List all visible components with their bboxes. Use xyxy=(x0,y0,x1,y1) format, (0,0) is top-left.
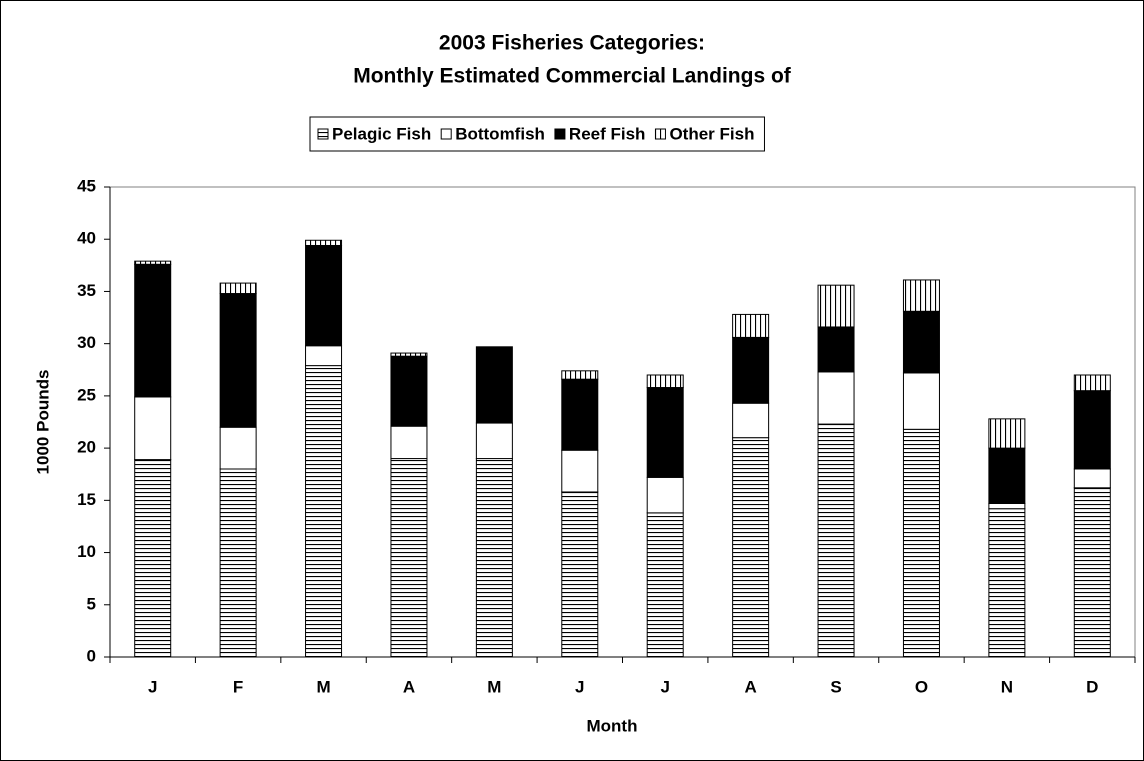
bar-segment xyxy=(305,345,343,367)
y-tick-label: 30 xyxy=(77,333,96,352)
bar-segment xyxy=(902,310,940,374)
legend-label: Bottomfish xyxy=(455,124,545,143)
bar-segment xyxy=(219,468,257,658)
y-tick-label: 0 xyxy=(87,646,96,665)
bar-segment xyxy=(817,326,855,373)
legend-label: Other Fish xyxy=(669,124,754,143)
y-tick-label: 5 xyxy=(87,594,96,613)
legend-label: Reef Fish xyxy=(569,124,646,143)
x-tick-label: A xyxy=(744,677,756,696)
x-tick-label: M xyxy=(316,677,330,696)
y-tick-label: 45 xyxy=(77,176,96,195)
bar-segment xyxy=(561,378,599,451)
bar-segment xyxy=(134,260,172,265)
legend-swatch xyxy=(317,128,329,140)
bar-segment xyxy=(732,336,770,404)
bar-segment xyxy=(646,387,684,478)
x-tick-label: N xyxy=(1001,677,1013,696)
bar-segment xyxy=(305,365,343,658)
bar-segment xyxy=(646,512,684,658)
bar-segment xyxy=(1073,487,1111,658)
x-tick-label: D xyxy=(1086,677,1098,696)
chart-title: Monthly Estimated Commercial Landings of xyxy=(353,65,792,88)
x-tick-label: F xyxy=(233,677,243,696)
bar-segment xyxy=(219,426,257,470)
bar-segment xyxy=(988,418,1026,449)
bar-segment xyxy=(134,263,172,398)
y-tick-label: 10 xyxy=(77,542,96,561)
bar-segment xyxy=(902,428,940,658)
bar-segment xyxy=(902,279,940,312)
bar-segment xyxy=(646,476,684,514)
y-tick-label: 20 xyxy=(77,438,96,457)
y-tick-label: 15 xyxy=(77,490,96,509)
bar-segment xyxy=(219,293,257,428)
bar-segment xyxy=(134,459,172,658)
legend-swatch xyxy=(440,128,452,140)
bar-segment xyxy=(475,346,513,424)
bar-segment xyxy=(219,282,257,295)
bar-segment xyxy=(305,239,343,246)
bar-segment xyxy=(646,374,684,389)
bar-segment xyxy=(988,508,1026,658)
bar-segment xyxy=(902,372,940,430)
legend-box xyxy=(309,116,765,152)
bar-segment xyxy=(732,313,770,338)
y-tick-label: 25 xyxy=(77,385,96,404)
bar-segment xyxy=(1073,390,1111,470)
bar-segment xyxy=(561,370,599,380)
bar-segment xyxy=(988,502,1026,510)
bar-segment xyxy=(988,447,1026,504)
bar-segment xyxy=(732,402,770,439)
bar-segment xyxy=(561,491,599,658)
bar-segment xyxy=(134,396,172,461)
bar-segment xyxy=(305,244,343,347)
legend-swatch xyxy=(654,128,666,140)
bar-segment xyxy=(390,458,428,658)
bar-segment xyxy=(817,284,855,328)
x-tick-label: S xyxy=(830,677,841,696)
x-tick-label: O xyxy=(915,677,928,696)
bar-segment xyxy=(1073,468,1111,489)
bar-segment xyxy=(561,449,599,493)
legend-label: Pelagic Fish xyxy=(332,124,431,143)
bar-segment xyxy=(390,425,428,460)
legend-swatch xyxy=(554,128,566,140)
x-axis-label: Month xyxy=(587,716,638,735)
bar-segment xyxy=(817,371,855,425)
y-tick-label: 35 xyxy=(77,281,96,300)
chart-title: 2003 Fisheries Categories: xyxy=(439,32,705,55)
x-tick-label: J xyxy=(575,677,584,696)
bar-segment xyxy=(1073,374,1111,392)
bar-segment xyxy=(390,355,428,427)
y-tick-label: 40 xyxy=(77,229,96,248)
bar-segment xyxy=(475,458,513,658)
x-tick-label: A xyxy=(403,677,415,696)
bar-segment xyxy=(475,422,513,460)
bar-segment xyxy=(390,352,428,357)
x-tick-label: J xyxy=(660,677,669,696)
x-tick-label: M xyxy=(487,677,501,696)
y-axis-label: 1000 Pounds xyxy=(33,370,52,475)
bar-segment xyxy=(732,437,770,658)
x-tick-label: J xyxy=(148,677,157,696)
bar-segment xyxy=(817,423,855,658)
